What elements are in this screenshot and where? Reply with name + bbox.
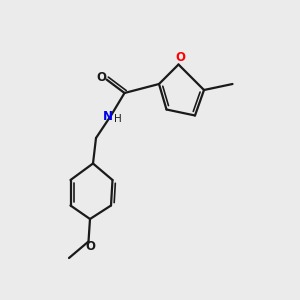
Text: H: H xyxy=(114,114,122,124)
Text: O: O xyxy=(96,71,106,84)
Text: N: N xyxy=(102,110,112,123)
Text: O: O xyxy=(175,51,185,64)
Text: O: O xyxy=(85,239,95,253)
